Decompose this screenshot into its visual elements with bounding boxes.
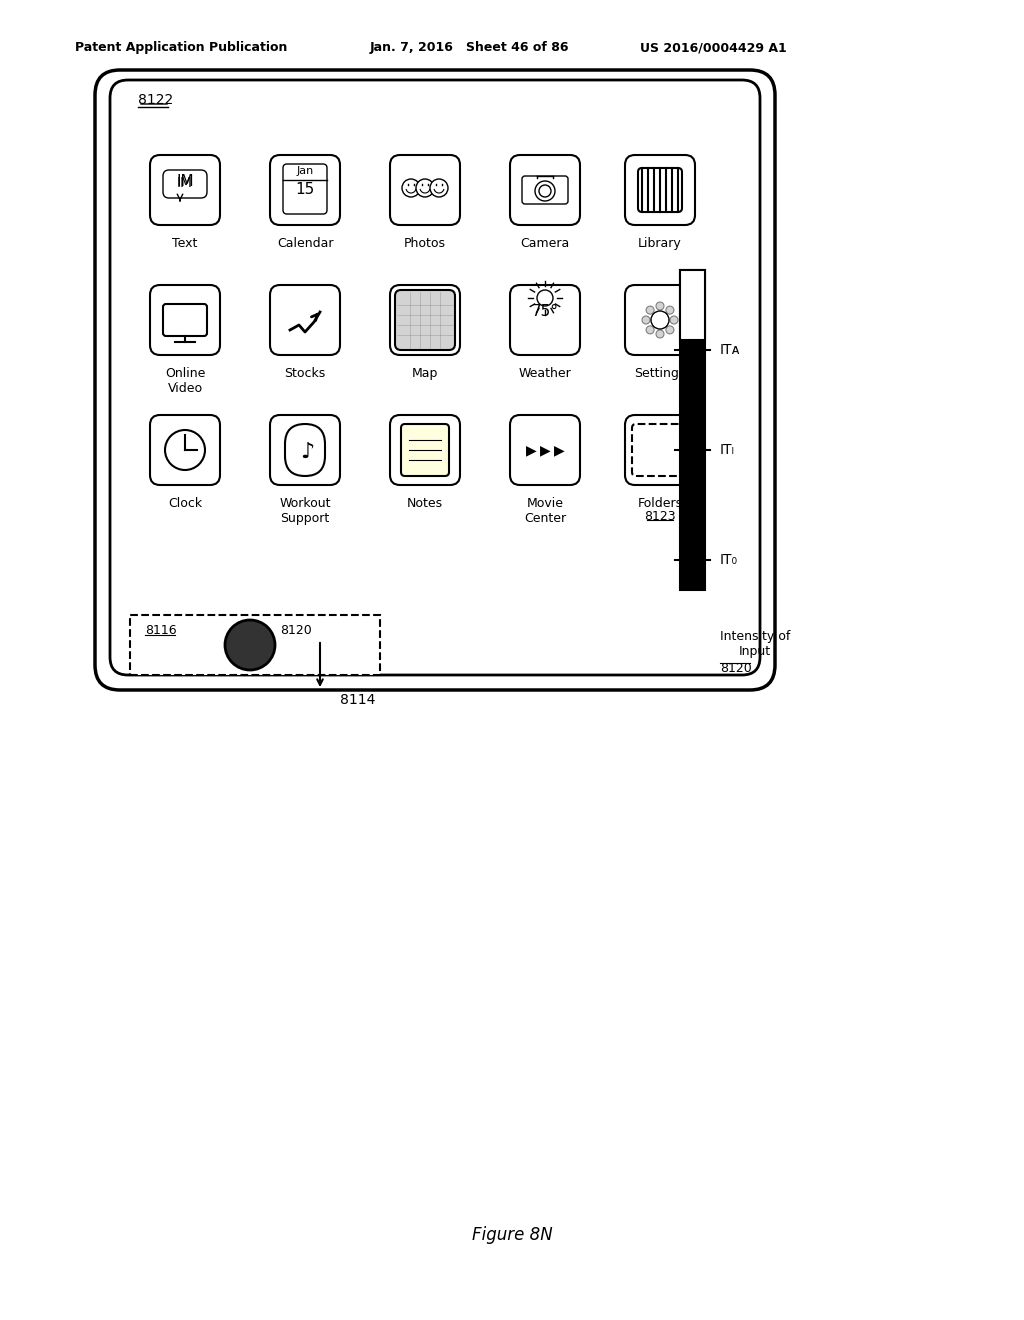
Text: ▶: ▶ [554, 444, 564, 457]
Text: IM: IM [177, 176, 193, 190]
Text: 8122: 8122 [138, 92, 173, 107]
FancyBboxPatch shape [163, 170, 207, 198]
Text: 8120: 8120 [280, 623, 311, 636]
Text: Intensity of
Input: Intensity of Input [720, 630, 791, 657]
Text: Patent Application Publication: Patent Application Publication [75, 41, 288, 54]
FancyBboxPatch shape [270, 414, 340, 484]
Text: Folders: Folders [637, 498, 683, 510]
Text: 8123: 8123 [644, 510, 676, 523]
Text: Photos: Photos [404, 238, 446, 249]
FancyBboxPatch shape [163, 304, 207, 337]
Text: Jan: Jan [296, 166, 313, 176]
Text: Notes: Notes [407, 498, 443, 510]
FancyBboxPatch shape [395, 290, 455, 350]
Circle shape [656, 302, 664, 310]
FancyBboxPatch shape [285, 424, 325, 477]
FancyBboxPatch shape [625, 414, 695, 484]
Text: IM: IM [176, 174, 194, 190]
FancyBboxPatch shape [401, 424, 449, 477]
Text: 15: 15 [295, 181, 314, 197]
Circle shape [165, 430, 205, 470]
Bar [680, 271, 705, 590]
Text: Workout
Support: Workout Support [280, 498, 331, 525]
FancyBboxPatch shape [510, 154, 580, 224]
Text: Figure 8N: Figure 8N [472, 1226, 552, 1243]
Text: Stocks: Stocks [285, 367, 326, 380]
Circle shape [656, 330, 664, 338]
FancyBboxPatch shape [390, 285, 460, 355]
FancyBboxPatch shape [270, 285, 340, 355]
FancyBboxPatch shape [510, 285, 580, 355]
FancyBboxPatch shape [150, 285, 220, 355]
FancyBboxPatch shape [632, 424, 688, 477]
Text: 75°: 75° [531, 305, 558, 319]
Circle shape [430, 180, 449, 197]
FancyBboxPatch shape [95, 70, 775, 690]
FancyBboxPatch shape [522, 176, 568, 205]
Text: ♪: ♪ [300, 442, 314, 462]
Text: ▶: ▶ [540, 444, 550, 457]
FancyBboxPatch shape [130, 615, 380, 675]
Circle shape [537, 290, 553, 306]
FancyBboxPatch shape [150, 414, 220, 484]
Text: Online
Video: Online Video [165, 367, 205, 395]
Text: ITᴀ: ITᴀ [720, 343, 740, 356]
Circle shape [539, 185, 551, 197]
Text: 8120: 8120 [720, 663, 752, 675]
Text: Movie
Center: Movie Center [524, 498, 566, 525]
FancyBboxPatch shape [510, 414, 580, 484]
Text: Library: Library [638, 238, 682, 249]
FancyBboxPatch shape [283, 164, 327, 214]
Text: IT₀: IT₀ [720, 553, 738, 568]
Text: ITₗ: ITₗ [720, 444, 735, 457]
Circle shape [666, 306, 674, 314]
FancyBboxPatch shape [390, 154, 460, 224]
Text: Camera: Camera [520, 238, 569, 249]
Circle shape [651, 312, 669, 329]
Text: Map: Map [412, 367, 438, 380]
Text: Text: Text [172, 238, 198, 249]
FancyBboxPatch shape [390, 414, 460, 484]
Circle shape [416, 180, 434, 197]
FancyBboxPatch shape [625, 154, 695, 224]
Circle shape [670, 315, 678, 323]
Circle shape [402, 180, 420, 197]
Circle shape [646, 326, 654, 334]
Text: 8116: 8116 [145, 623, 176, 636]
Text: ▶: ▶ [525, 444, 537, 457]
Circle shape [642, 315, 650, 323]
Text: Clock: Clock [168, 498, 202, 510]
Circle shape [666, 326, 674, 334]
Text: 8114: 8114 [340, 693, 376, 708]
Circle shape [225, 620, 275, 671]
FancyBboxPatch shape [110, 81, 760, 675]
Text: Weather: Weather [518, 367, 571, 380]
FancyBboxPatch shape [270, 154, 340, 224]
Text: US 2016/0004429 A1: US 2016/0004429 A1 [640, 41, 786, 54]
Bar [680, 271, 705, 341]
Circle shape [646, 306, 654, 314]
Circle shape [535, 181, 555, 201]
Text: Settings: Settings [634, 367, 686, 380]
FancyBboxPatch shape [625, 285, 695, 355]
Text: Calendar: Calendar [276, 238, 333, 249]
FancyBboxPatch shape [150, 154, 220, 224]
Text: Jan. 7, 2016   Sheet 46 of 86: Jan. 7, 2016 Sheet 46 of 86 [370, 41, 569, 54]
